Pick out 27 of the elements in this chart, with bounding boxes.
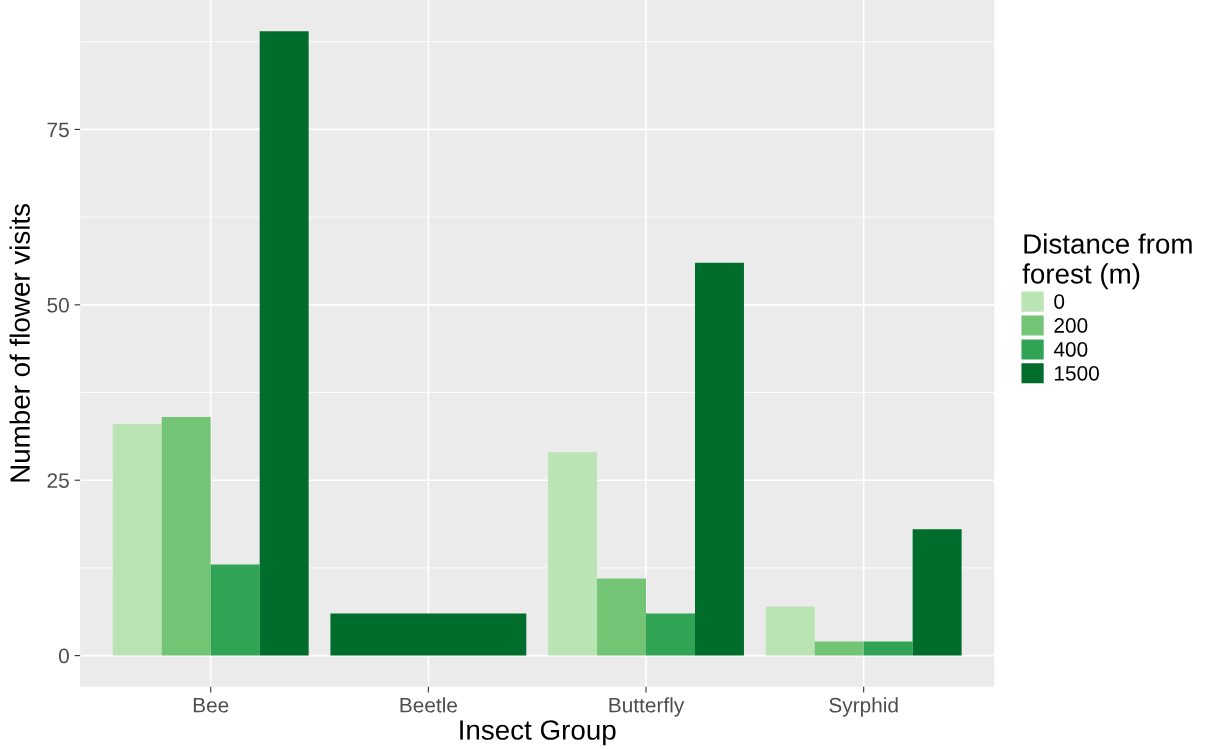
bar [112, 424, 162, 656]
x-tick-label: Bee [193, 698, 229, 713]
bar [694, 262, 744, 656]
x-axis-title: Insect Group [460, 720, 616, 746]
legend-label: 400 [1053, 342, 1088, 357]
bar [646, 613, 695, 656]
bar [161, 417, 211, 656]
y-axis-title: Number of flower visits [9, 203, 30, 482]
legend-label: 0 [1054, 294, 1065, 309]
bar [597, 578, 647, 656]
x-tick-label: Syrphid [829, 697, 898, 717]
bar [863, 641, 913, 656]
x-tick-label: Butterfly [609, 697, 685, 717]
x-tick-label: Beetle [400, 697, 457, 713]
legend-label: 200 [1054, 318, 1088, 333]
bar [814, 641, 864, 656]
y-tick-label: 75 [47, 122, 69, 138]
legend-label: 1500 [1055, 365, 1099, 381]
y-tick-label: 25 [47, 473, 69, 488]
bar [259, 31, 309, 656]
y-tick-label: 50 [47, 297, 69, 313]
y-tick-label: 0 [58, 648, 69, 664]
bar [912, 529, 962, 656]
bar [210, 564, 260, 656]
bar [765, 606, 815, 656]
bar [548, 452, 598, 656]
legend-title: Distance from forest (m) [1022, 233, 1192, 290]
